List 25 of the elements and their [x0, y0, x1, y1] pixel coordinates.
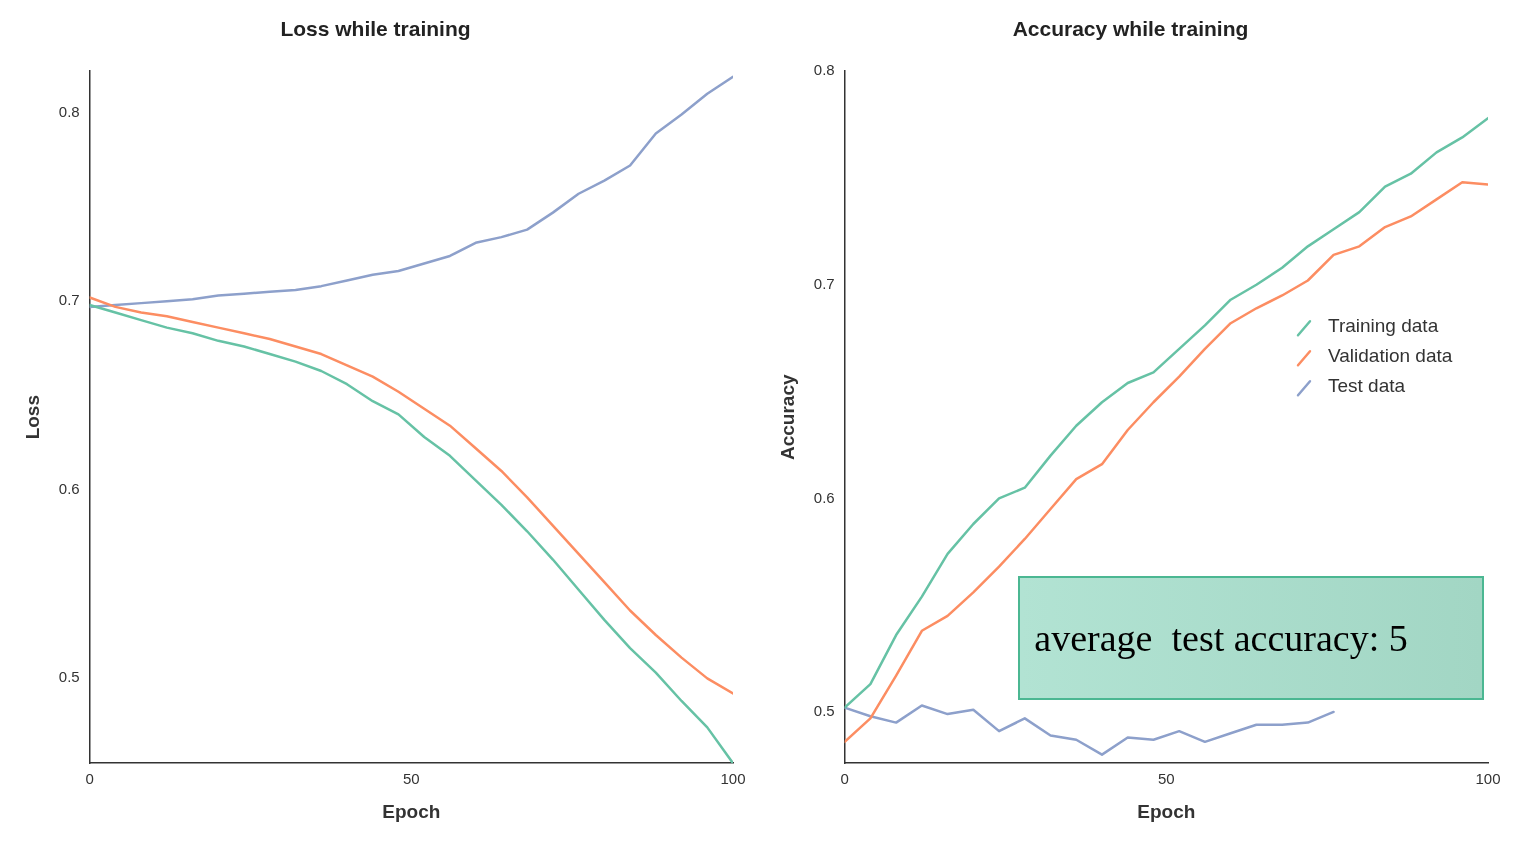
chart-title: Loss while training: [280, 17, 471, 41]
legend-label: Validation data: [1328, 345, 1453, 367]
y-tick-label: 0.6: [813, 488, 835, 506]
x-tick-label: 50: [1157, 770, 1175, 788]
y-tick-label: 0.5: [58, 668, 80, 686]
y-tick-label: 0.8: [58, 102, 80, 120]
y-tick-label: 0.5: [813, 702, 835, 720]
chart-title: Accuracy while training: [1012, 17, 1249, 41]
y-tick-label: 0.7: [58, 291, 80, 309]
legend-label: Training data: [1328, 315, 1439, 337]
y-axis-title: Accuracy: [776, 373, 798, 460]
y-tick-label: 0.8: [813, 61, 835, 79]
x-tick-label: 100: [720, 770, 746, 788]
legend-label: Test data: [1328, 375, 1406, 397]
x-axis-title: Epoch: [1137, 800, 1196, 822]
x-axis-title: Epoch: [382, 800, 441, 822]
y-tick-label: 0.6: [58, 479, 80, 497]
x-tick-label: 0: [840, 770, 849, 788]
y-tick-label: 0.7: [813, 274, 835, 292]
x-tick-label: 100: [1475, 770, 1501, 788]
annotation: average test accuracy: 5: [1034, 616, 1408, 661]
x-tick-label: 0: [85, 770, 94, 788]
y-axis-title: Loss: [21, 395, 43, 440]
note-box: average test accuracy: 5: [1018, 576, 1484, 701]
x-tick-label: 50: [402, 770, 420, 788]
